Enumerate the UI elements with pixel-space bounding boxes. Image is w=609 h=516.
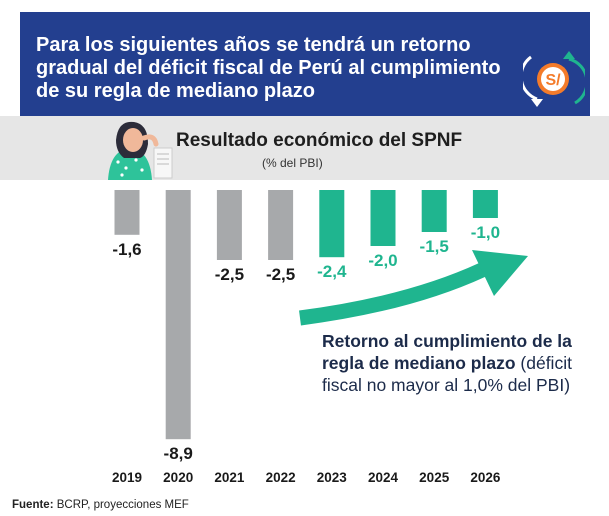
data-label-2021: -2,5 — [215, 265, 244, 284]
source-note: Fuente: BCRP, proyecciones MEF — [12, 499, 189, 511]
chart-header-band — [0, 116, 609, 180]
woman-illustration — [108, 121, 173, 180]
bar-2022 — [268, 190, 294, 260]
source-label: Fuente: — [12, 499, 54, 511]
bar-2025 — [421, 190, 447, 232]
bar-2023 — [319, 190, 345, 258]
x-tick-2020: 2020 — [163, 470, 193, 485]
data-label-2022: -2,5 — [266, 265, 295, 284]
coin-icon: S/ — [523, 51, 585, 107]
x-tick-2024: 2024 — [368, 470, 399, 485]
coin-symbol: S/ — [545, 72, 561, 89]
x-tick-2022: 2022 — [266, 470, 296, 485]
chart-subtitle: (% del PBI) — [262, 156, 323, 170]
data-label-2025: -1,5 — [420, 237, 449, 256]
annotation-normal: (déficit fiscal no mayor al 1,0% del PBI… — [322, 353, 572, 395]
x-tick-2025: 2025 — [419, 470, 450, 485]
bar-2019 — [114, 190, 140, 235]
x-tick-2023: 2023 — [317, 470, 348, 485]
x-tick-2026: 2026 — [470, 470, 501, 485]
trend-arrow-icon — [299, 263, 486, 326]
bar-2021 — [216, 190, 242, 260]
annotation-bold: Retorno al cumplimiento de la regla de m… — [322, 331, 572, 373]
chart-title: Resultado económico del SPNF — [176, 130, 463, 151]
trend-arrow-head — [472, 250, 528, 296]
header-banner: Para los siguientes años se tendrá un re… — [20, 12, 590, 116]
data-label-2020: -8,9 — [164, 444, 193, 463]
bar-2026 — [472, 190, 498, 218]
data-label-2023: -2,4 — [317, 262, 347, 281]
bar-2024 — [370, 190, 396, 246]
banner-title: Para los siguientes años se tendrá un re… — [36, 34, 501, 102]
data-label-2019: -1,6 — [112, 240, 141, 259]
x-tick-2021: 2021 — [214, 470, 245, 485]
data-label-2024: -2,0 — [368, 251, 397, 270]
x-tick-2019: 2019 — [112, 470, 142, 485]
bar-2020 — [165, 190, 191, 440]
data-label-2026: -1,0 — [471, 223, 500, 242]
annotation: Retorno al cumplimiento de la regla de m… — [322, 330, 582, 396]
source-text: BCRP, proyecciones MEF — [53, 499, 189, 511]
